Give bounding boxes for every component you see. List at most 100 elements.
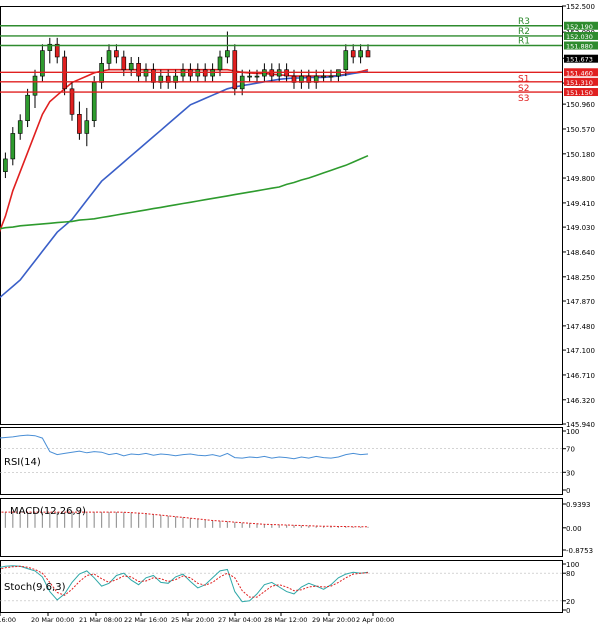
price-y-tick-label: 149.410 [566,200,595,208]
candle-body [225,50,230,58]
price-y-tick-label: 149.800 [566,175,595,183]
x-tick-label: 21 Mar 08:00 [79,616,122,624]
stochastic-main-line [0,565,369,603]
price-y-tick-label: 147.870 [566,298,595,306]
candle-body [217,56,223,71]
price-y-tick-label: 147.100 [566,347,595,355]
candle-body [106,50,112,64]
pivot-name-r2: R2 [518,27,530,37]
rsi-y-tick-label: 0 [566,487,570,495]
candle-body [128,63,134,71]
x-tick-label: 25 Mar 20:00 [171,616,214,624]
candle [365,44,371,58]
macd-y-tick-label: 0.9393 [566,501,591,509]
candle [350,44,356,64]
pivot-value-label: 151.310 [566,79,593,87]
pivot-value-badge [564,88,598,97]
candle-body [91,82,97,121]
candle [77,101,82,140]
candle [225,31,230,64]
price-y-tick-label: 150.960 [566,101,595,109]
candle-body [47,43,53,51]
price-y-tick-label: 150.180 [566,151,595,159]
x-tick-label: 20 Mar 00:00 [31,616,74,624]
candle [114,44,119,64]
candle-body [247,75,252,78]
pivot-name-r3: R3 [518,17,530,27]
price-y-tick-label: 146.320 [566,397,595,405]
x-tick-label: Mar 16:00 [0,616,16,624]
stochastic-y-tick-label: 80 [566,570,575,578]
pivot-value-label: 152.030 [566,33,593,41]
pivot-value-badge [564,68,598,77]
pivot-value-label: 151.150 [566,89,593,97]
price-y-tick-label: 150.570 [566,126,595,134]
pivot-name-s2: S2 [518,84,529,94]
candle [40,44,45,83]
candle-body [25,94,30,121]
candle [136,56,141,83]
stochastic-y-tick-label: 0 [566,607,570,615]
candle-body [77,114,82,134]
candle-body [328,75,334,78]
candle-body [121,56,127,71]
pivot-value-badge [564,77,598,86]
price-y-tick-label: 146.710 [566,372,595,380]
candle-body [254,75,260,78]
moving-average-line [0,154,369,230]
pivot-value-badge [564,21,598,30]
candle-body [3,158,8,172]
candle-body [350,50,356,58]
candle-body [17,120,23,134]
candle [343,44,349,77]
candle-body [321,75,326,78]
current-price-label: 151.673 [566,56,593,64]
stochastic-signal-line [0,565,369,598]
candle [358,44,363,64]
rsi-y-tick-label: 30 [566,469,575,477]
candle [47,37,53,64]
rsi-line [0,434,369,460]
candle [69,82,75,121]
candle [3,152,8,179]
pivot-name-r1: R1 [518,37,530,47]
pivot-value-badge [564,31,598,40]
stochastic-panel-frame [0,560,563,613]
rsi-y-tick-label: 70 [566,446,575,454]
pivot-value-label: 152.190 [566,23,593,31]
candle [32,69,38,108]
price-panel-frame [0,6,563,425]
pivot-value-label: 151.460 [566,69,593,77]
candle [232,44,238,96]
current-price-badge [564,54,598,63]
candle-body [10,133,16,160]
candle-body [136,63,141,77]
candle-body [114,50,119,58]
macd-y-tick-label: 0.00 [566,525,582,533]
x-tick-label: 22 Mar 16:00 [124,616,167,624]
pivot-value-label: 151.880 [566,43,593,51]
candle [84,107,90,147]
candle [91,76,97,128]
stochastic-y-tick-label: 20 [566,598,575,606]
x-tick-label: 2 Apr 00:00 [356,616,394,624]
price-y-tick-label: 152.500 [566,3,595,11]
candle [10,127,16,166]
macd-label: MACD(12,26,9) [10,506,86,517]
pivot-value-badge [564,41,598,50]
pivot-name-s3: S3 [518,94,529,104]
candle [54,37,60,64]
macd-y-tick-label: -0.8753 [566,547,593,555]
rsi-panel-frame [0,427,563,495]
moving-average-line [0,68,369,233]
candle [25,88,30,128]
candle-body [54,43,60,58]
x-tick-label: 28 Mar 12:00 [264,616,307,624]
price-y-tick-label: 148.640 [566,249,595,257]
rsi-label: RSI(14) [4,457,41,468]
candle-body [343,50,349,71]
rsi-y-tick-label: 100 [566,428,579,436]
moving-average-line [0,70,369,299]
